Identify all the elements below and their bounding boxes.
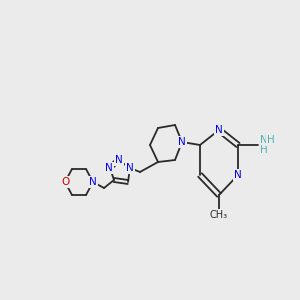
- Text: N: N: [260, 135, 268, 145]
- Text: N: N: [234, 170, 242, 180]
- Text: CH₃: CH₃: [210, 210, 228, 220]
- Text: N: N: [105, 163, 113, 173]
- Text: N: N: [126, 163, 134, 173]
- Text: H: H: [260, 145, 268, 155]
- Text: N: N: [115, 155, 123, 165]
- Text: H: H: [267, 135, 275, 145]
- Text: CH₃: CH₃: [210, 210, 228, 220]
- Text: N: N: [178, 137, 186, 147]
- Text: O: O: [61, 177, 69, 187]
- Text: N: N: [89, 177, 97, 187]
- Text: N: N: [215, 125, 223, 135]
